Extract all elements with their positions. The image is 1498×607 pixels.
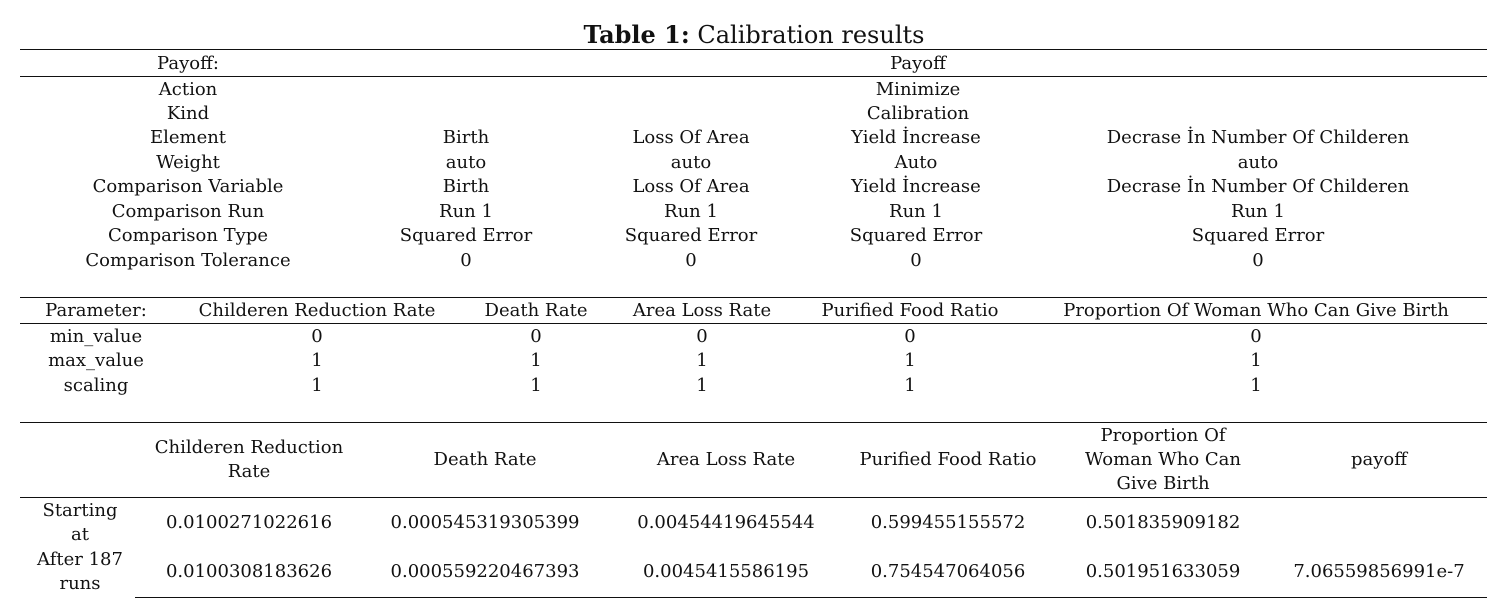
row-label: Comparison Type	[107, 225, 269, 246]
title-text: Calibration results	[697, 21, 925, 49]
cell: Decrase İn Number Of Childeren	[1106, 176, 1410, 197]
header-cell: Proportion Of Woman Who Can Give Birth	[1085, 425, 1241, 494]
title-label: Table 1:	[583, 20, 690, 49]
cell: 0	[530, 326, 542, 347]
row-label: scaling	[63, 375, 129, 396]
row-label: Kind	[166, 103, 210, 124]
cell: 1	[1250, 375, 1262, 396]
cell: 1	[696, 375, 708, 396]
cell: Yield İncrease	[851, 127, 981, 148]
cell: 0.0100271022616	[165, 512, 333, 533]
row-label: After 187 runs	[37, 549, 123, 594]
header-cell: Purified Food Ratio	[859, 449, 1037, 470]
table-title: Table 1: Calibration results	[0, 20, 1498, 49]
rule	[135, 597, 1487, 598]
header-cell: Area Loss Rate	[632, 300, 772, 321]
cell: 0	[1250, 326, 1262, 347]
cell: Yield İncrease	[851, 176, 981, 197]
row-label: Comparison Tolerance	[85, 250, 291, 271]
header-cell: Childeren Reduction Rate	[154, 437, 344, 482]
cell: 1	[311, 350, 323, 371]
cell: Run 1	[664, 201, 718, 222]
row-label: Comparison Run	[111, 201, 265, 222]
cell: Run 1	[439, 201, 493, 222]
row-label: Weight	[156, 152, 220, 173]
cell: auto	[670, 152, 712, 173]
cell: 0.000545319305399	[390, 512, 580, 533]
rule	[20, 297, 1487, 298]
cell: auto	[445, 152, 487, 173]
cell: Birth	[442, 176, 490, 197]
header-cell: Parameter:	[45, 300, 147, 321]
header-cell: Death Rate	[484, 300, 588, 321]
cell: 0	[904, 326, 916, 347]
cell: Squared Error	[399, 225, 533, 246]
cell: Birth	[442, 127, 490, 148]
cell: 0	[460, 250, 472, 271]
cell: Auto	[894, 152, 938, 173]
cell: 1	[904, 375, 916, 396]
cell: 0.754547064056	[870, 561, 1026, 582]
header-cell: Payoff	[890, 53, 946, 74]
cell: auto	[1237, 152, 1279, 173]
row-label: Comparison Variable	[92, 176, 284, 197]
cell: 0.0045415586195	[642, 561, 810, 582]
header-cell: Area Loss Rate	[656, 449, 796, 470]
cell: 0	[910, 250, 922, 271]
cell: 0	[696, 326, 708, 347]
cell: 0	[1252, 250, 1264, 271]
cell: 0.000559220467393	[390, 561, 580, 582]
cell: Squared Error	[624, 225, 758, 246]
cell: Loss Of Area	[632, 127, 750, 148]
row-label: Element	[149, 127, 227, 148]
cell: 0.501835909182	[1085, 512, 1241, 533]
cell: Decrase İn Number Of Childeren	[1106, 127, 1410, 148]
cell: Loss Of Area	[632, 176, 750, 197]
cell: 0.501951633059	[1085, 561, 1241, 582]
cell: 1	[530, 375, 542, 396]
cell: Calibration	[866, 103, 970, 124]
cell: 1	[904, 350, 916, 371]
header-cell: Proportion Of Woman Who Can Give Birth	[1063, 300, 1449, 321]
header-cell: Death Rate	[433, 449, 537, 470]
cell: 7.06559856991e-7	[1293, 561, 1465, 582]
header-cell: Childeren Reduction Rate	[198, 300, 436, 321]
cell: 0	[685, 250, 697, 271]
rule	[20, 422, 1487, 423]
cell: Squared Error	[1191, 225, 1325, 246]
rule	[20, 49, 1487, 50]
row-label: Action	[158, 79, 218, 100]
row-label: max_value	[48, 350, 144, 371]
cell: Run 1	[1231, 201, 1285, 222]
cell: 0.599455155572	[870, 512, 1026, 533]
header-cell: Payoff:	[157, 53, 219, 74]
cell: Run 1	[889, 201, 943, 222]
cell: 0.0100308183626	[165, 561, 333, 582]
rule	[20, 76, 1487, 77]
cell: 1	[311, 375, 323, 396]
cell: 1	[530, 350, 542, 371]
header-cell: Purified Food Ratio	[821, 300, 999, 321]
header-cell: payoff	[1350, 449, 1408, 470]
rule	[20, 497, 1487, 498]
rule	[20, 323, 1487, 324]
cell: Minimize	[875, 79, 961, 100]
cell: 1	[696, 350, 708, 371]
cell: 1	[1250, 350, 1262, 371]
row-label: min_value	[49, 326, 143, 347]
cell: Squared Error	[849, 225, 983, 246]
row-label: Starting at	[42, 500, 118, 545]
cell: 0	[311, 326, 323, 347]
cell: 0.00454419645544	[637, 512, 815, 533]
